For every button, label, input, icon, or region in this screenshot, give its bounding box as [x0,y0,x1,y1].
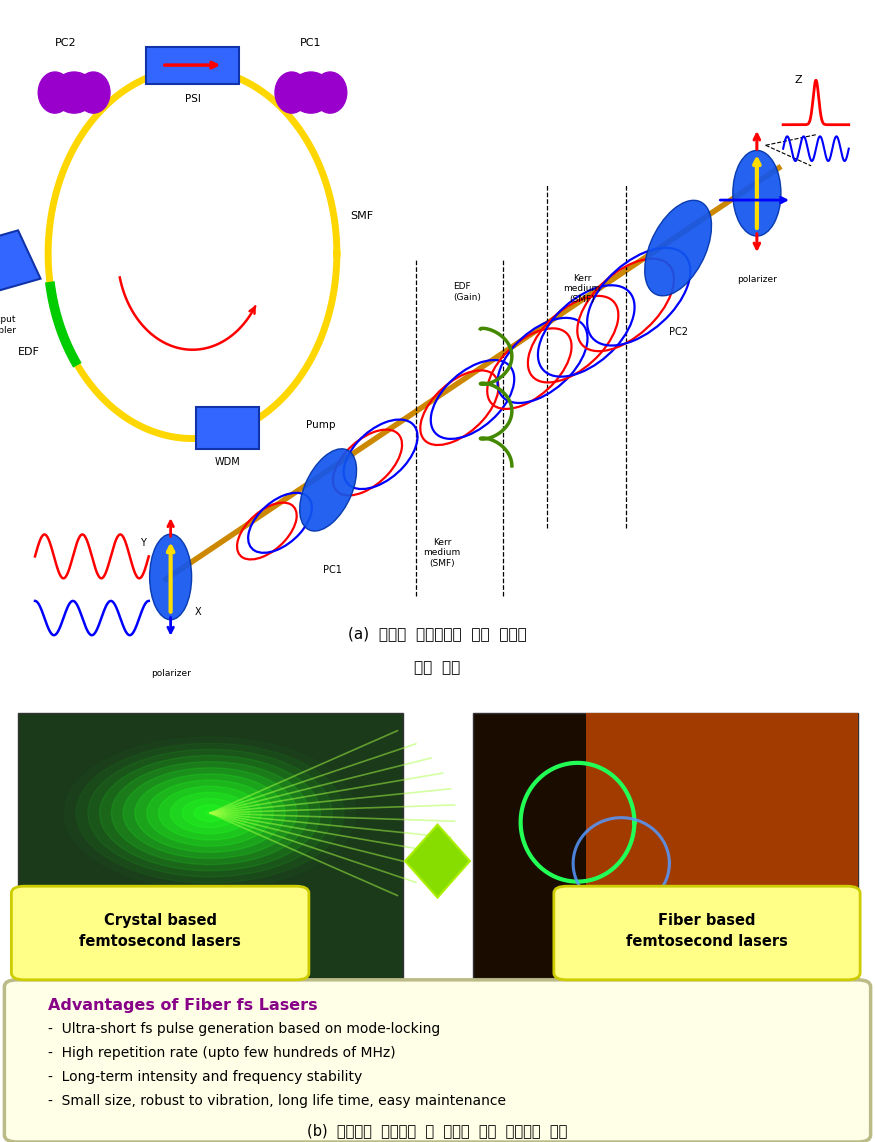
Circle shape [194,805,226,821]
Circle shape [182,798,238,828]
Text: PC2: PC2 [54,38,76,48]
Text: -  Long-term intensity and frequency stability: - Long-term intensity and frequency stab… [48,1070,362,1084]
Ellipse shape [645,200,711,296]
Text: Kerr
medium
(SMF): Kerr medium (SMF) [564,274,600,304]
Circle shape [158,786,262,841]
Text: Kerr
medium
(SMF): Kerr medium (SMF) [424,538,460,568]
Ellipse shape [150,534,192,620]
Ellipse shape [299,449,357,531]
Text: Crystal based
femtosecond lasers: Crystal based femtosecond lasers [80,912,242,949]
Circle shape [100,756,320,870]
Text: polarizer: polarizer [150,669,191,678]
FancyBboxPatch shape [146,47,239,83]
Ellipse shape [77,72,110,113]
Ellipse shape [275,72,308,113]
Text: Pump: Pump [306,420,336,429]
Ellipse shape [53,72,95,113]
Text: -  Ultra-short fs pulse generation based on mode-locking: - Ultra-short fs pulse generation based … [48,1022,440,1036]
Text: EDF: EDF [18,347,39,357]
Text: PSI: PSI [185,94,200,104]
Text: Fiber based
femtosecond lasers: Fiber based femtosecond lasers [626,912,788,949]
Text: EDF
(Gain): EDF (Gain) [453,282,481,301]
Circle shape [171,793,249,834]
Ellipse shape [313,72,346,113]
Polygon shape [0,231,40,290]
Text: -  High repetition rate (upto few hundreds of MHz): - High repetition rate (upto few hundred… [48,1046,396,1060]
Ellipse shape [38,72,72,113]
Text: SMF: SMF [350,211,373,222]
Text: (a)  광섬유  모드잠금에  대한  비선형: (a) 광섬유 모드잠금에 대한 비선형 [348,626,527,642]
Text: X: X [195,606,202,617]
FancyBboxPatch shape [473,713,858,978]
Ellipse shape [733,151,781,236]
FancyBboxPatch shape [11,886,309,980]
Text: Y: Y [140,538,146,548]
Ellipse shape [290,72,332,113]
Text: -  Small size, robust to vibration, long life time, easy maintenance: - Small size, robust to vibration, long … [48,1094,506,1108]
Circle shape [76,743,344,883]
Text: PC1: PC1 [323,565,342,576]
FancyBboxPatch shape [196,408,259,449]
Text: (b)  광섬유를  기반으로  한  펨토초  펄스  레이저의  장점: (b) 광섬유를 기반으로 한 펨토초 펄스 레이저의 장점 [307,1124,568,1139]
FancyBboxPatch shape [586,713,858,978]
Circle shape [111,762,309,864]
Circle shape [135,774,285,852]
Text: PC2: PC2 [668,327,688,337]
Circle shape [88,749,332,877]
Text: PC1: PC1 [300,38,322,48]
Text: Output
coupler: Output coupler [0,315,17,335]
Text: WDM: WDM [214,457,241,467]
FancyBboxPatch shape [4,980,871,1142]
Circle shape [147,780,273,846]
Text: 편광  회전: 편광 회전 [415,660,460,676]
Circle shape [123,767,297,859]
Text: Z: Z [794,75,802,86]
Circle shape [206,811,214,815]
Polygon shape [405,825,470,898]
Text: Advantages of Fiber fs Lasers: Advantages of Fiber fs Lasers [48,998,318,1013]
Text: polarizer: polarizer [737,275,777,284]
FancyBboxPatch shape [18,713,402,978]
FancyBboxPatch shape [554,886,860,980]
